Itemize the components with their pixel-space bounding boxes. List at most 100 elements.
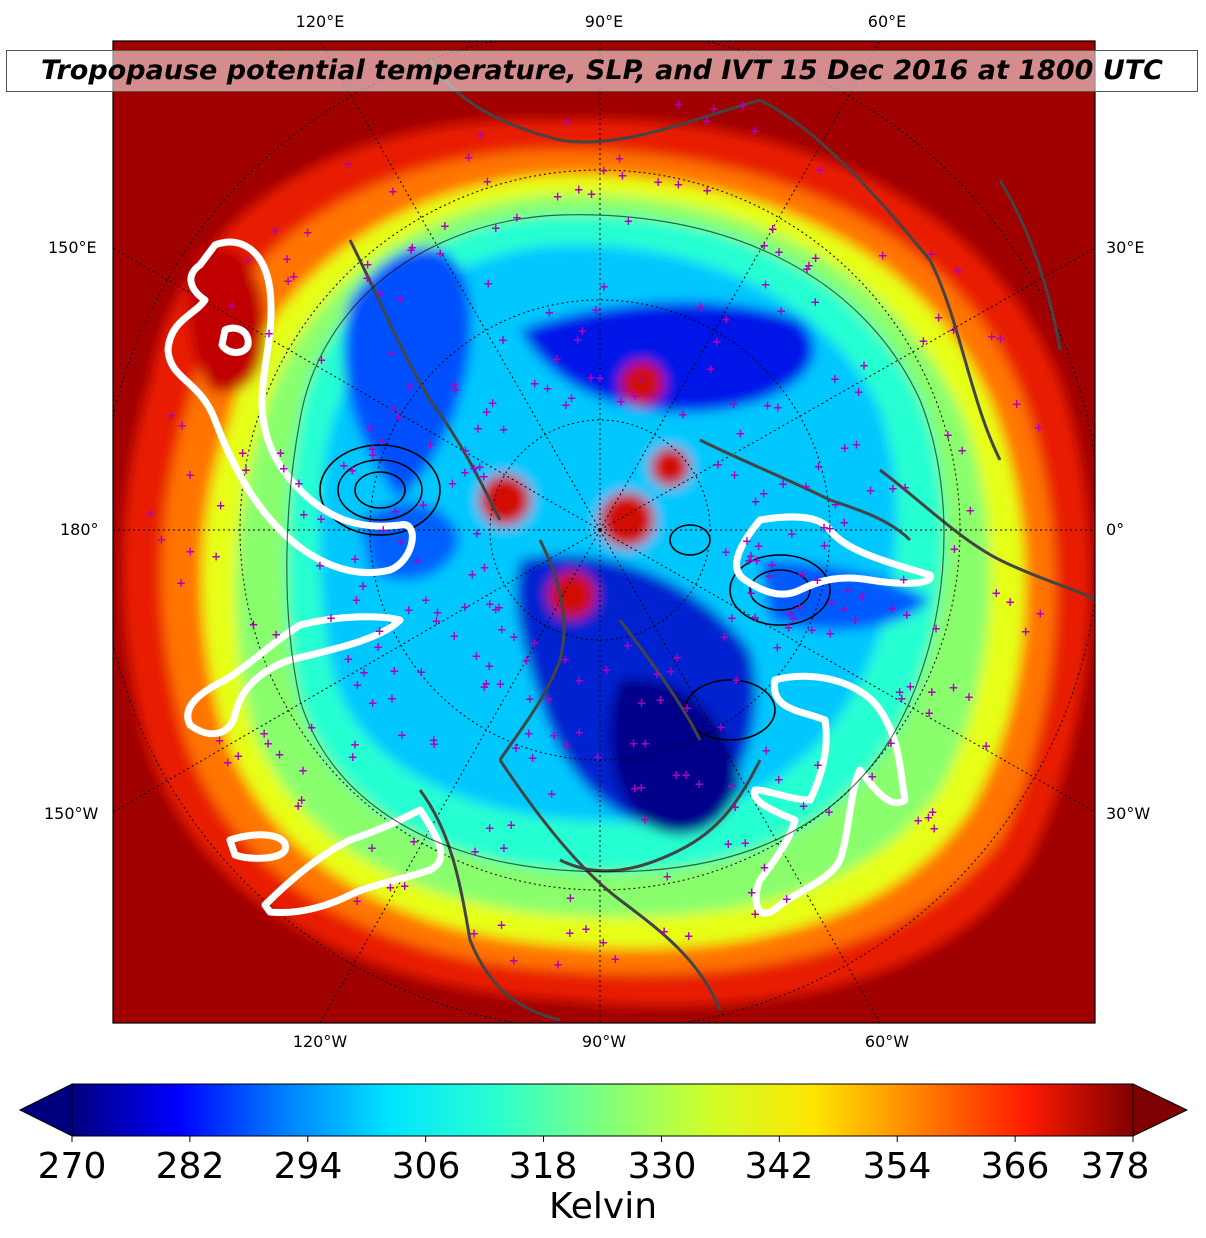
station-marker: + bbox=[350, 738, 360, 752]
station-marker: + bbox=[274, 748, 284, 762]
station-marker: + bbox=[900, 480, 910, 494]
station-marker: + bbox=[263, 736, 273, 750]
station-marker: + bbox=[460, 466, 470, 480]
station-marker: + bbox=[773, 401, 783, 415]
station-marker: + bbox=[672, 650, 682, 664]
station-marker: + bbox=[886, 736, 896, 750]
station-marker: + bbox=[412, 554, 422, 568]
station-marker: + bbox=[610, 952, 620, 966]
station-marker: + bbox=[854, 385, 864, 399]
station-marker: + bbox=[750, 907, 760, 921]
station-marker: + bbox=[684, 929, 694, 943]
station-marker: + bbox=[485, 821, 495, 835]
station-marker: + bbox=[289, 270, 299, 284]
station-marker: + bbox=[469, 927, 479, 941]
station-marker: + bbox=[421, 593, 431, 607]
station-marker: + bbox=[721, 313, 731, 327]
station-marker: + bbox=[586, 187, 596, 201]
station-marker: + bbox=[819, 520, 829, 534]
station-marker: + bbox=[467, 567, 477, 581]
station-marker: + bbox=[348, 750, 358, 764]
station-marker: + bbox=[626, 360, 636, 374]
colorbar bbox=[18, 1083, 1189, 1142]
station-marker: + bbox=[363, 258, 373, 272]
station-marker: + bbox=[362, 271, 372, 285]
station-marker: + bbox=[447, 476, 457, 490]
station-marker: + bbox=[378, 523, 388, 537]
lon-label-top-3: 60°E bbox=[867, 12, 907, 31]
station-marker: + bbox=[473, 422, 483, 436]
station-marker: + bbox=[797, 568, 807, 582]
station-marker: + bbox=[807, 623, 817, 637]
station-marker: + bbox=[987, 330, 997, 344]
station-marker: + bbox=[560, 653, 570, 667]
colorbar-tick-282: 282 bbox=[155, 1146, 225, 1187]
station-marker: + bbox=[709, 102, 719, 116]
station-marker: + bbox=[495, 677, 505, 691]
station-marker: + bbox=[553, 189, 563, 203]
station-marker: + bbox=[730, 800, 740, 814]
station-marker: + bbox=[248, 618, 258, 632]
station-marker: + bbox=[565, 891, 575, 905]
station-marker: + bbox=[586, 371, 596, 385]
station-marker: + bbox=[343, 157, 353, 171]
station-marker: + bbox=[729, 468, 739, 482]
station-marker: + bbox=[294, 476, 304, 490]
station-marker: + bbox=[367, 442, 377, 456]
station-marker: + bbox=[630, 782, 640, 796]
station-marker: + bbox=[754, 539, 764, 553]
station-marker: + bbox=[542, 381, 552, 395]
station-marker: + bbox=[283, 274, 293, 288]
station-marker: + bbox=[653, 175, 663, 189]
station-marker: + bbox=[449, 629, 459, 643]
colorbar-tick-354: 354 bbox=[862, 1146, 932, 1187]
station-marker: + bbox=[782, 892, 792, 906]
station-marker: + bbox=[407, 241, 417, 255]
label-left-150E: 150°E bbox=[48, 238, 97, 257]
station-marker: + bbox=[238, 446, 248, 460]
station-marker: + bbox=[416, 665, 426, 679]
station-marker: + bbox=[830, 372, 840, 386]
station-marker: + bbox=[476, 127, 486, 141]
station-marker: + bbox=[373, 640, 383, 654]
station-marker: + bbox=[719, 630, 729, 644]
station-marker: + bbox=[316, 512, 326, 526]
station-marker: + bbox=[840, 441, 850, 455]
station-marker: + bbox=[859, 359, 869, 373]
station-marker: + bbox=[819, 539, 829, 553]
station-marker: + bbox=[368, 696, 378, 710]
station-marker: + bbox=[185, 468, 195, 482]
station-marker: + bbox=[544, 692, 554, 706]
station-marker: + bbox=[460, 444, 470, 458]
station-marker: + bbox=[713, 458, 723, 472]
station-marker: + bbox=[343, 652, 353, 666]
station-marker: + bbox=[581, 922, 591, 936]
station-marker: + bbox=[375, 287, 385, 301]
station-marker: + bbox=[279, 462, 289, 476]
station-marker: + bbox=[440, 219, 450, 233]
station-marker: + bbox=[498, 333, 508, 347]
station-marker: + bbox=[386, 346, 396, 360]
colorbar-label: Kelvin bbox=[548, 1186, 658, 1227]
station-marker: + bbox=[928, 805, 938, 819]
station-marker: + bbox=[778, 477, 788, 491]
station-marker: + bbox=[293, 799, 303, 813]
station-marker: + bbox=[953, 264, 963, 278]
tropopause-map: + + + + + + + + + + + + + + + + + + + + + + + + + + + + + + + + + + + + + + + +… bbox=[112, 40, 1096, 1024]
station-marker: + bbox=[270, 223, 280, 237]
station-marker: + bbox=[396, 535, 406, 549]
station-marker: + bbox=[681, 768, 691, 782]
station-marker: + bbox=[1012, 397, 1022, 411]
colorbar-tick-342: 342 bbox=[744, 1146, 814, 1187]
station-marker: + bbox=[573, 333, 583, 347]
station-marker: + bbox=[825, 627, 835, 641]
station-marker: + bbox=[429, 733, 439, 747]
station-marker: + bbox=[652, 667, 662, 681]
station-marker: + bbox=[481, 676, 491, 690]
station-marker: + bbox=[470, 844, 480, 858]
station-marker: + bbox=[479, 561, 489, 575]
station-marker: + bbox=[496, 918, 506, 932]
station-marker: + bbox=[506, 818, 516, 832]
station-marker: + bbox=[750, 610, 760, 624]
station-marker: + bbox=[562, 738, 572, 752]
